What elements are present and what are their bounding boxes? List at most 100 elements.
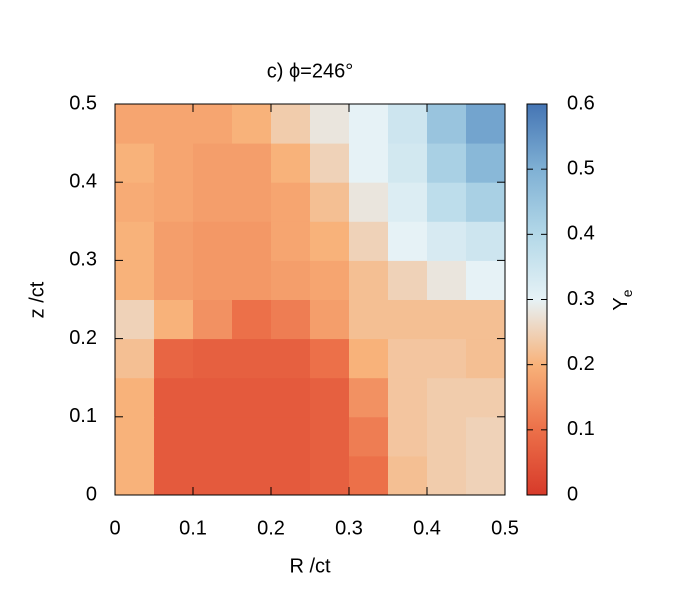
heatmap-cell (466, 338, 506, 379)
heatmap-cell (271, 143, 311, 183)
heatmap-cell (271, 182, 311, 222)
heatmap-cell (115, 416, 155, 457)
heatmap-cell (154, 299, 194, 340)
heatmap-cell (193, 416, 233, 457)
heatmap-cell (154, 338, 194, 379)
colorbar-tick-label: 0.3 (567, 288, 595, 310)
y-tick-label: 0.4 (69, 170, 97, 192)
y-tick-label: 0.2 (69, 327, 97, 349)
heatmap-cell (193, 143, 233, 183)
heatmap-cell (115, 143, 155, 183)
heatmap-cell (388, 104, 428, 144)
heatmap-cell (466, 416, 506, 457)
heatmap-cell (193, 182, 233, 222)
heatmap-cell (349, 377, 389, 418)
colorbar-tick-label: 0.1 (567, 418, 595, 440)
heatmap-cell (466, 377, 506, 418)
heatmap-cell (349, 299, 389, 340)
x-tick-label: 0.4 (413, 517, 441, 539)
heatmap-cell (115, 455, 155, 496)
heatmap-cell (115, 221, 155, 261)
heatmap-cell (232, 299, 272, 340)
heatmap-cell (388, 182, 428, 222)
heatmap-cell (115, 299, 155, 340)
y-tick-label: 0.1 (69, 405, 97, 427)
heatmap-cell (349, 143, 389, 183)
colorbar-tick-label: 0.4 (567, 223, 595, 245)
heatmap-cell (349, 221, 389, 261)
heatmap-cell (271, 104, 311, 144)
heatmap-cell (271, 338, 311, 379)
heatmap-cell (193, 221, 233, 261)
colorbar-tick-label: 0.6 (567, 92, 595, 114)
heatmap-cell (232, 260, 272, 300)
heatmap-cell (466, 299, 506, 340)
heatmap-cell (193, 104, 233, 144)
colorbar-tick-label: 0.2 (567, 353, 595, 375)
heatmap-cell (427, 338, 467, 379)
heatmap-cell (427, 182, 467, 222)
x-tick-label: 0.2 (257, 517, 285, 539)
heatmap-cell (193, 338, 233, 379)
heatmap-cell (232, 182, 272, 222)
heatmap-cell (115, 338, 155, 379)
x-tick-label: 0 (109, 517, 120, 539)
heatmap-cell (232, 377, 272, 418)
heatmap-cell (466, 455, 506, 496)
heatmap-cell (388, 260, 428, 300)
heatmap-cell (349, 182, 389, 222)
y-tick-label: 0.3 (69, 249, 97, 271)
heatmap-cell (154, 182, 194, 222)
heatmap-cell (271, 455, 311, 496)
heatmap-cell (154, 221, 194, 261)
heatmap-cell (310, 221, 350, 261)
heatmap-cell (349, 416, 389, 457)
heatmap-cell (388, 299, 428, 340)
heatmap-cell (232, 104, 272, 144)
heatmap-cell (115, 104, 155, 144)
heatmap-cell (271, 377, 311, 418)
heatmap-cell (232, 143, 272, 183)
heatmap-cell (349, 455, 389, 496)
heatmap-cell (310, 299, 350, 340)
heatmap-cell (388, 416, 428, 457)
heatmap-cell (271, 260, 311, 300)
heatmap-cell (388, 221, 428, 261)
heatmap-cell (193, 455, 233, 496)
heatmap-cell (154, 377, 194, 418)
heatmap-cell (427, 143, 467, 183)
heatmap-cell (271, 299, 311, 340)
heatmap-cell (427, 416, 467, 457)
heatmap-cell (310, 338, 350, 379)
heatmap-cell (310, 182, 350, 222)
heatmap-cell (310, 260, 350, 300)
colorbar-label: Ye (610, 289, 634, 310)
heatmap-cell (388, 377, 428, 418)
heatmap-cell (154, 416, 194, 457)
heatmap-cell (193, 377, 233, 418)
y-axis-label: z /ct (26, 281, 48, 318)
heatmap-cell (115, 377, 155, 418)
x-tick-label: 0.1 (179, 517, 207, 539)
heatmap-cell (115, 260, 155, 300)
heatmap-cell (427, 455, 467, 496)
heatmap-cell (427, 377, 467, 418)
heatmap-cell (232, 338, 272, 379)
colorbar-tick-label: 0 (567, 483, 578, 505)
heatmap-cell (232, 416, 272, 457)
plot-frame (114, 103, 506, 496)
colorbar-label-sub: e (619, 289, 635, 297)
heatmap-cell (232, 221, 272, 261)
colorbar-label-main: Y (610, 297, 632, 310)
heatmap-cell (271, 416, 311, 457)
heatmap-cell (193, 260, 233, 300)
heatmap-cell (310, 143, 350, 183)
heatmap-cell (193, 299, 233, 340)
heatmap-cell (310, 377, 350, 418)
heatmap-cell (427, 104, 467, 144)
heatmap-cell (466, 260, 506, 300)
heatmap-cell (154, 104, 194, 144)
heatmap-cell (466, 221, 506, 261)
heatmap-cell (349, 260, 389, 300)
chart-title: c) ϕ=246° (267, 60, 353, 82)
